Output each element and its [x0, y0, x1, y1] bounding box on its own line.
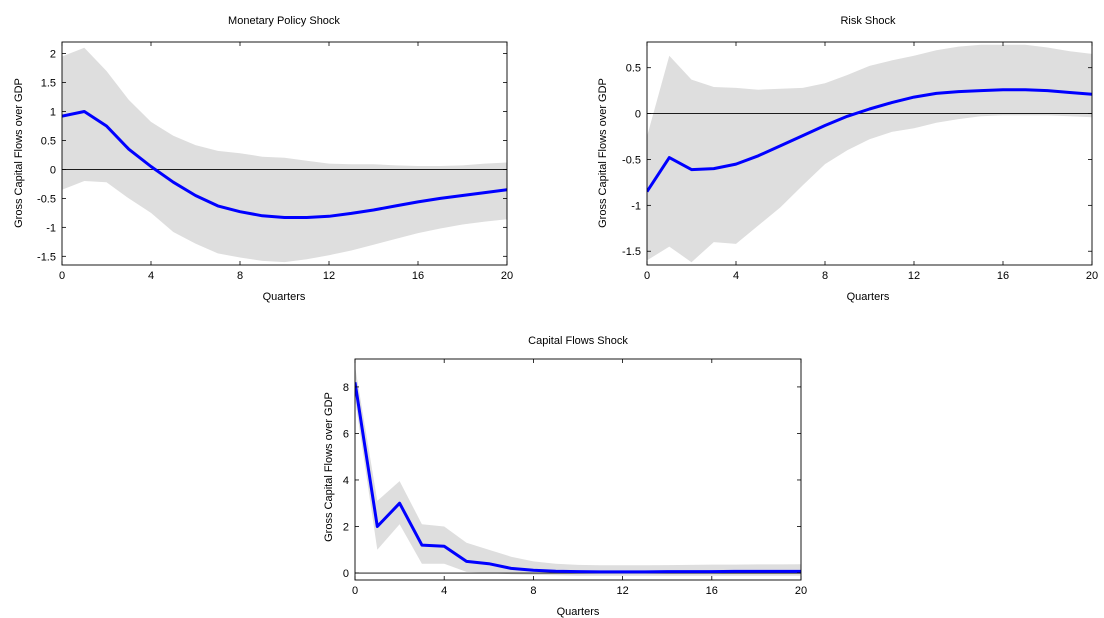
x-tick-label: 8	[530, 585, 536, 597]
y-axis-label: Gross Capital Flows over GDP	[323, 392, 335, 542]
y-axis-label: Gross Capital Flows over GDP	[13, 78, 25, 228]
x-tick-label: 12	[323, 270, 335, 282]
median-response-line	[62, 110, 507, 219]
x-tick-label: 20	[501, 270, 513, 282]
x-axis-label: Quarters	[557, 606, 600, 618]
x-tick-label: 4	[733, 270, 739, 282]
y-tick-label: 2	[343, 521, 349, 533]
x-tick-label: 0	[644, 270, 650, 282]
y-tick-label: 1	[50, 107, 56, 119]
chart-title: Capital Flows Shock	[528, 335, 628, 347]
y-tick-label: 0	[50, 164, 56, 176]
y-tick-label: 1.5	[41, 78, 56, 90]
y-tick-label: -1	[46, 222, 56, 234]
x-axis-label: Quarters	[847, 291, 890, 303]
confidence-band	[62, 47, 507, 263]
y-tick-label: 2	[50, 49, 56, 61]
median-response-line	[355, 382, 801, 574]
x-tick-label: 4	[148, 270, 154, 282]
y-tick-label: -1	[631, 200, 641, 212]
plot-frame	[354, 358, 802, 581]
chart-title: Monetary Policy Shock	[228, 15, 340, 27]
chart-title: Risk Shock	[840, 15, 896, 27]
y-tick-label: 4	[343, 475, 349, 487]
y-tick-label: 6	[343, 428, 349, 440]
y-axis-label: Gross Capital Flows over GDP	[597, 78, 609, 228]
x-tick-label: 0	[352, 585, 358, 597]
chart-risk-shock: Risk Shock Quarters Gross Capital Flows …	[597, 15, 1098, 303]
x-tick-label: 12	[616, 585, 628, 597]
x-tick-label: 16	[706, 585, 718, 597]
x-tick-label: 8	[237, 270, 243, 282]
x-axis-label: Quarters	[263, 291, 306, 303]
y-tick-label: -1.5	[622, 246, 641, 258]
x-tick-label: 20	[1086, 270, 1098, 282]
x-tick-label: 16	[997, 270, 1009, 282]
x-tick-label: 4	[441, 585, 447, 597]
y-tick-label: -1.5	[37, 251, 56, 263]
y-tick-label: 0.5	[41, 135, 56, 147]
x-tick-label: 8	[822, 270, 828, 282]
plot-frame	[61, 41, 508, 266]
x-tick-label: 0	[59, 270, 65, 282]
y-tick-label: -0.5	[37, 193, 56, 205]
median-response-line	[647, 88, 1092, 193]
y-tick-label: 0	[635, 109, 641, 121]
y-tick-label: -0.5	[622, 154, 641, 166]
y-tick-label: 0.5	[626, 63, 641, 75]
y-tick-label: 8	[343, 382, 349, 394]
chart-monetary-policy-shock: Monetary Policy Shock Quarters Gross Cap…	[13, 15, 513, 303]
confidence-band	[647, 44, 1092, 263]
x-tick-label: 16	[412, 270, 424, 282]
y-tick-label: 0	[343, 568, 349, 580]
chart-capital-flows-shock: Capital Flows Shock Quarters Gross Capit…	[323, 335, 807, 618]
x-tick-label: 12	[908, 270, 920, 282]
x-tick-label: 20	[795, 585, 807, 597]
plot-frame	[646, 41, 1093, 266]
